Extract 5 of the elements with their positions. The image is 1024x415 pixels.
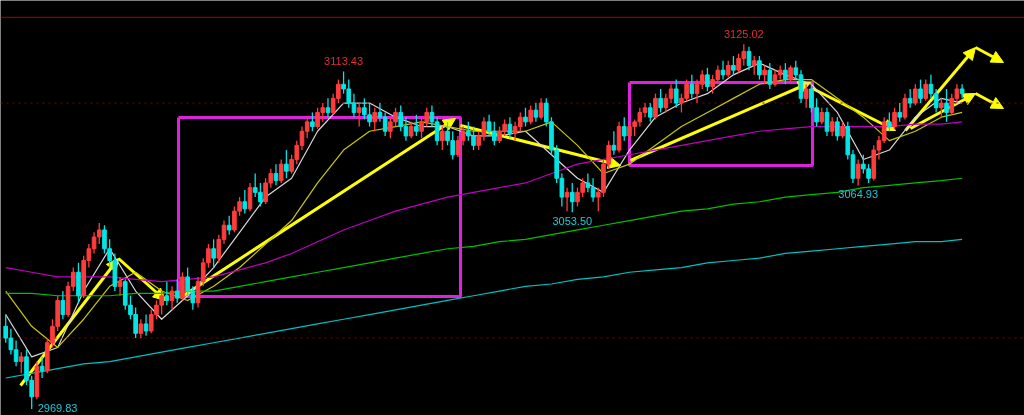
annotation: 3125.02 <box>723 28 764 41</box>
annotation: 3064.93 <box>838 188 879 201</box>
annotation: 3113.43 <box>324 55 364 68</box>
annotation: 3053.50 <box>552 215 593 228</box>
annotation: 2969.83 <box>37 401 78 414</box>
